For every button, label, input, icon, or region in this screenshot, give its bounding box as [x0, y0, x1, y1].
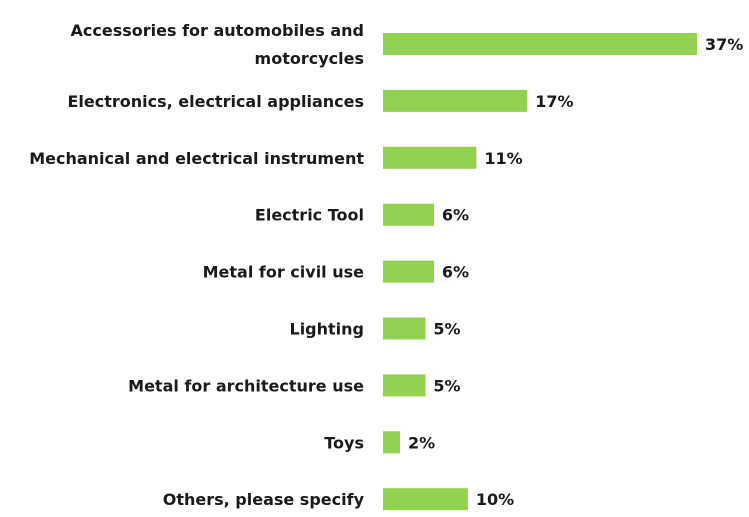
value-label-6: 5% — [433, 376, 460, 395]
category-label-1: Electronics, electrical appliances — [67, 92, 364, 111]
bar-3 — [383, 203, 434, 226]
bars-group — [383, 33, 697, 511]
value-label-4: 6% — [442, 263, 469, 282]
value-label-7: 2% — [408, 433, 435, 452]
category-label-3: Electric Tool — [255, 206, 364, 225]
value-labels-group: 37% 17% 11% 6% 6% 5% 5% 2% 10% — [408, 35, 743, 509]
category-label-line: Others, please specify — [163, 490, 365, 509]
category-label-line: Accessories for automobiles and — [71, 21, 364, 40]
category-label-line: Electronics, electrical appliances — [67, 92, 364, 111]
category-label-8: Others, please specify — [163, 490, 365, 509]
bar-7 — [383, 431, 400, 454]
category-label-5: Lighting — [290, 320, 365, 339]
category-label-line: motorcycles — [255, 49, 364, 68]
value-label-1: 17% — [535, 92, 573, 111]
category-label-2: Mechanical and electrical instrument — [29, 149, 364, 168]
value-label-8: 10% — [476, 490, 514, 509]
category-label-line: Metal for civil use — [203, 263, 365, 282]
category-label-4: Metal for civil use — [203, 263, 365, 282]
bar-4 — [383, 260, 434, 283]
value-label-5: 5% — [433, 320, 460, 339]
bar-5 — [383, 317, 426, 340]
bar-1 — [383, 89, 528, 112]
value-label-3: 6% — [442, 206, 469, 225]
category-label-line: Mechanical and electrical instrument — [29, 149, 364, 168]
category-label-0: Accessories for automobiles and motorcycl… — [71, 21, 364, 68]
category-label-7: Toys — [324, 433, 364, 452]
category-label-line: Metal for architecture use — [128, 376, 364, 395]
bar-6 — [383, 374, 426, 397]
bar-8 — [383, 488, 468, 511]
value-label-2: 11% — [484, 149, 522, 168]
bar-2 — [383, 146, 477, 169]
category-label-line: Electric Tool — [255, 206, 364, 225]
bar-0 — [383, 33, 697, 55]
category-labels-group: Accessories for automobiles and motorcycl… — [29, 21, 364, 509]
category-label-6: Metal for architecture use — [128, 376, 364, 395]
category-label-line: Lighting — [290, 320, 365, 339]
value-label-0: 37% — [705, 35, 743, 54]
category-label-line: Toys — [324, 433, 364, 452]
